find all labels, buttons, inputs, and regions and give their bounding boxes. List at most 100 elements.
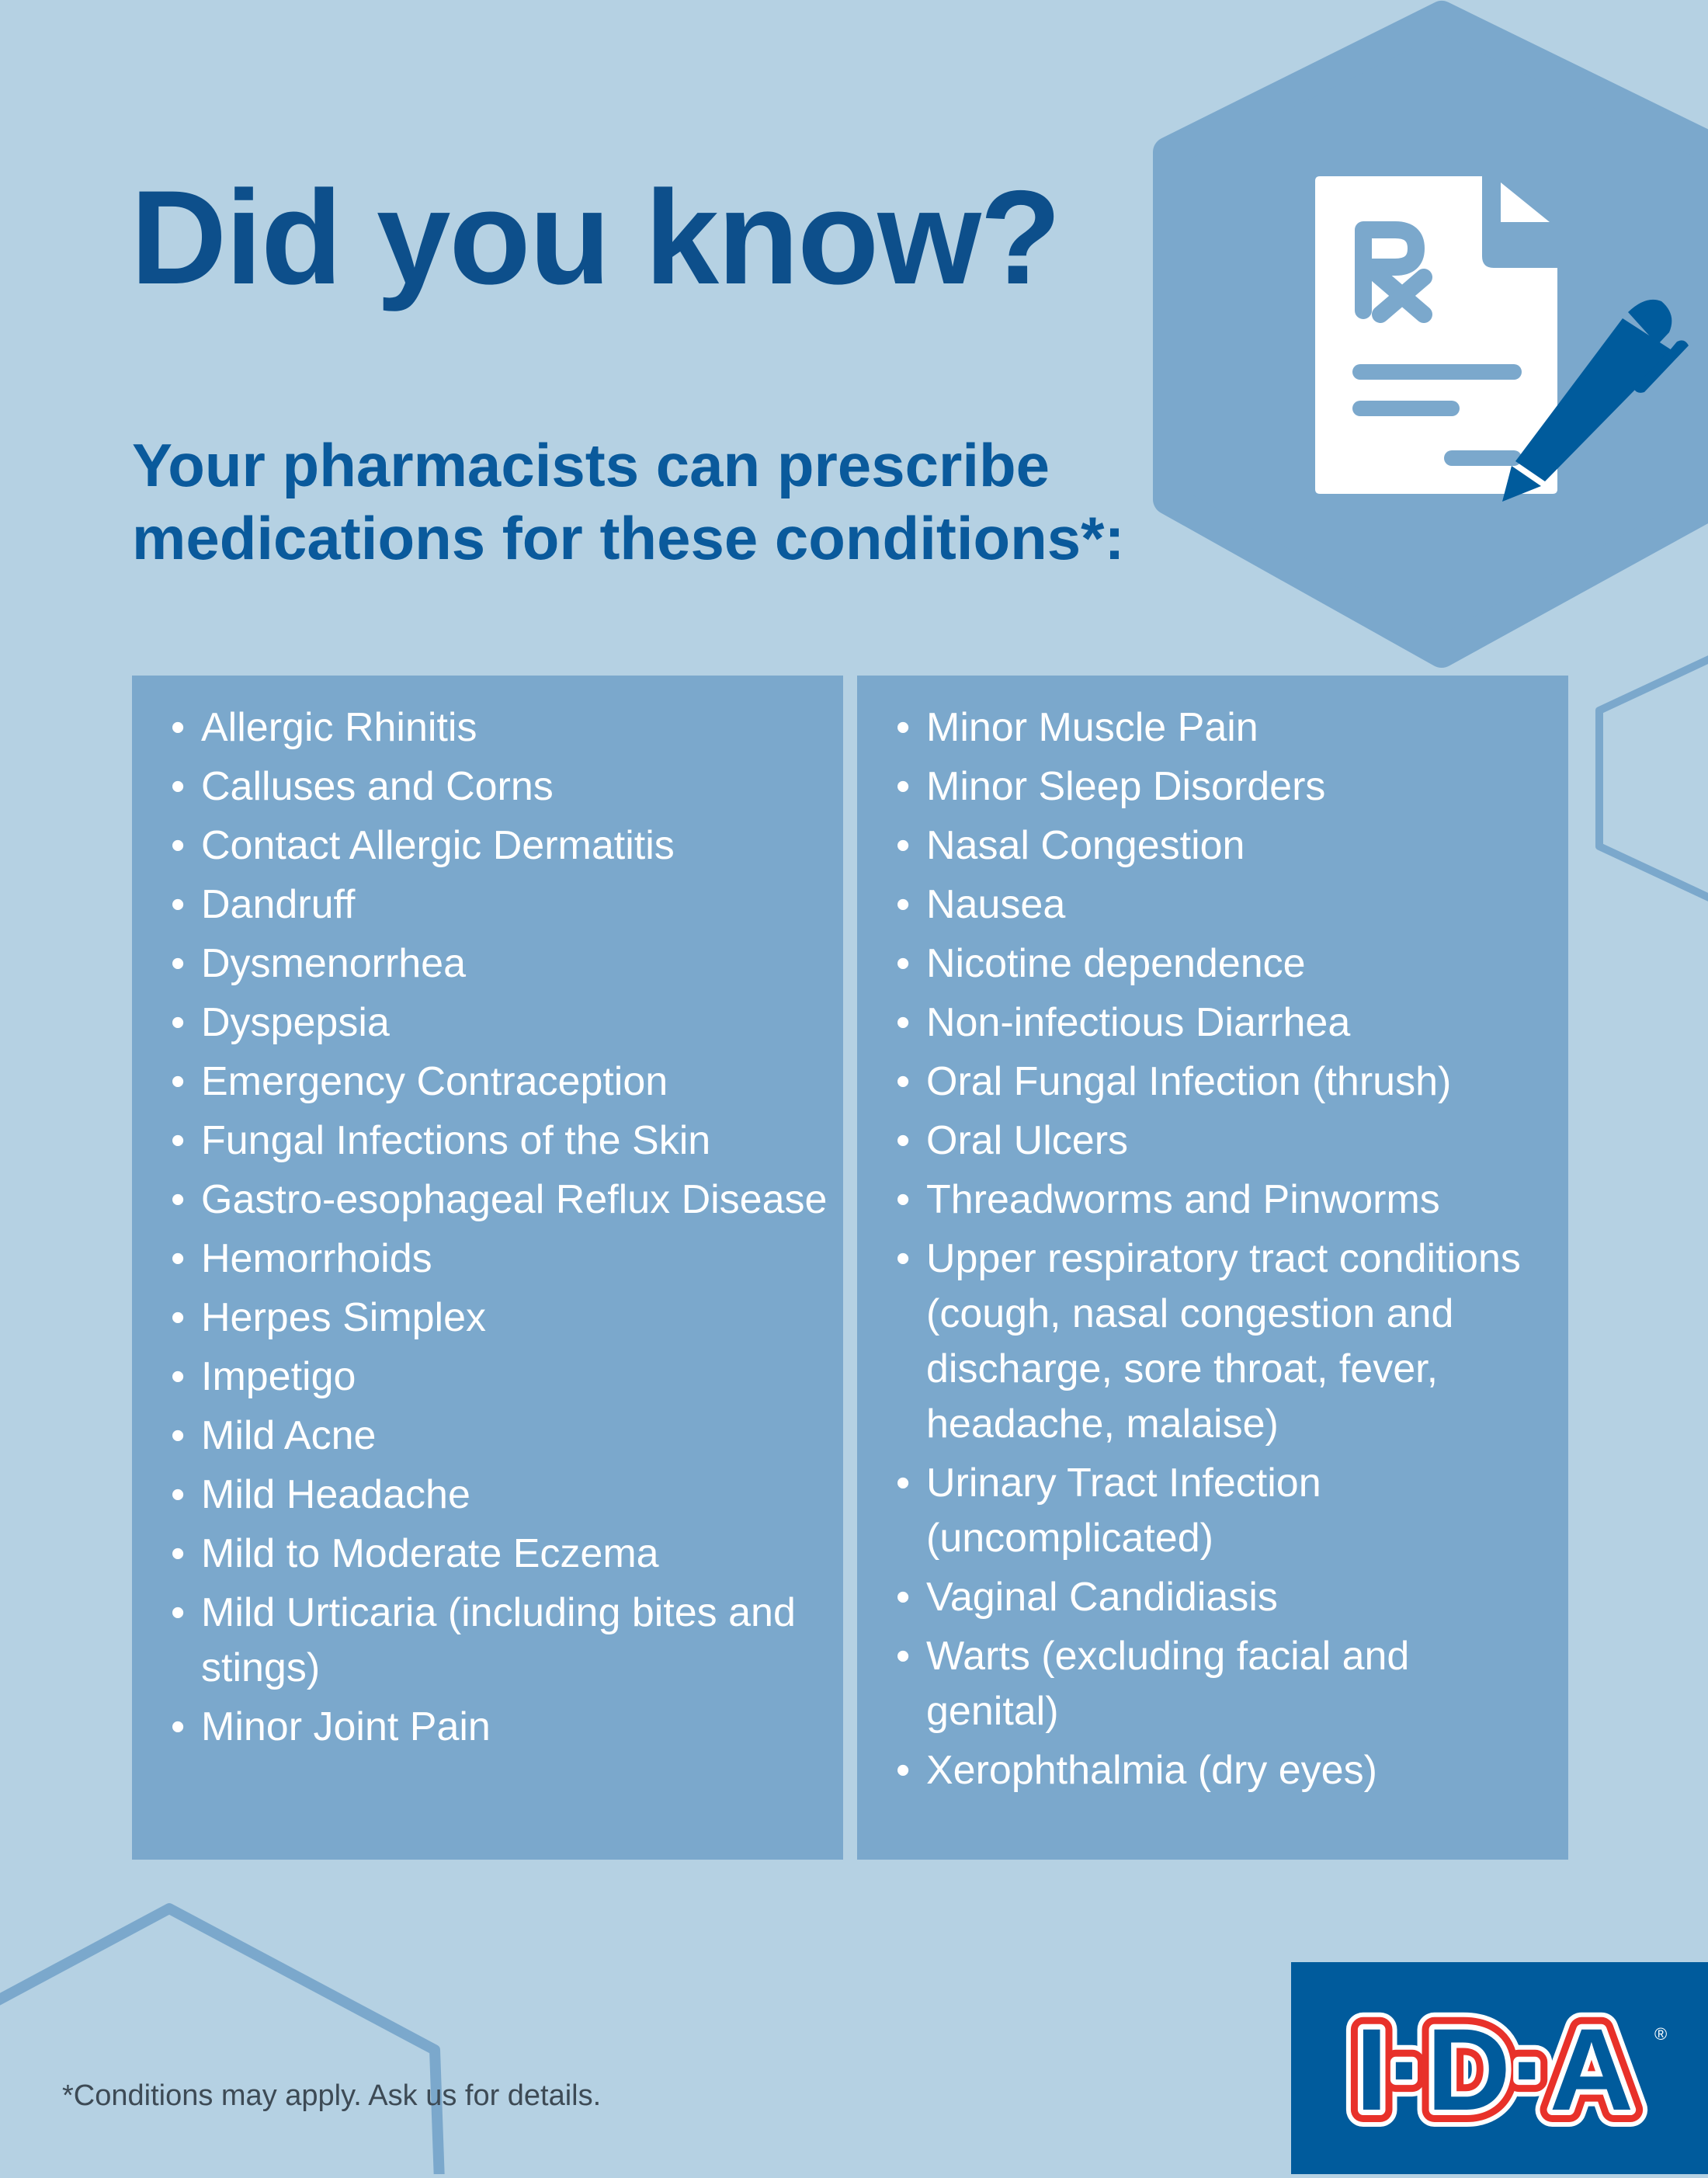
pen-icon: [1502, 299, 1689, 502]
condition-label: Nasal Congestion: [926, 823, 1245, 868]
bullet-icon: •: [171, 1413, 186, 1458]
condition-item: • Oral Ulcers: [857, 1113, 1568, 1169]
ida-logo-block: I·D·A I·D·A I·D·A I·D·A ®: [1291, 1962, 1708, 2174]
condition-item: • Minor Sleep Disorders: [857, 759, 1568, 815]
bullet-icon: •: [896, 1236, 911, 1281]
logo-outline-red: I·D·A: [1356, 2004, 1633, 2135]
bullet-icon: •: [896, 882, 911, 927]
condition-item: • Emergency Contraception: [132, 1054, 843, 1110]
condition-item: • Mild Urticaria (including bites and sti…: [132, 1586, 843, 1696]
bullet-icon: •: [896, 1000, 911, 1045]
conditions-list-right: • Minor Muscle Pain • Minor Sleep Disorders…: [857, 676, 1568, 1860]
condition-item: • Minor Muscle Pain: [857, 700, 1568, 756]
bullet-icon: •: [171, 1059, 186, 1104]
condition-item: • Oral Fungal Infection (thrush): [857, 1054, 1568, 1110]
bullet-icon: •: [171, 705, 186, 750]
condition-item: • Mild Acne: [132, 1409, 843, 1464]
condition-label: Urinary Tract Infection (uncomplicated): [926, 1461, 1321, 1561]
bullet-icon: •: [171, 1177, 186, 1222]
condition-item: • Calluses and Corns: [132, 759, 843, 815]
rx-symbol-icon: [1355, 221, 1432, 323]
bullet-icon: •: [896, 823, 911, 868]
bullet-icon: •: [896, 1059, 911, 1104]
condition-label: Minor Muscle Pain: [926, 705, 1258, 750]
logo-inner-white: I·D·A: [1356, 2004, 1633, 2135]
bullet-icon: •: [171, 1295, 186, 1340]
bullet-icon: •: [896, 941, 911, 986]
ida-logo: I·D·A I·D·A I·D·A I·D·A ®: [1338, 1987, 1667, 2152]
condition-item: • Xerophthalmia (dry eyes): [857, 1743, 1568, 1798]
condition-item: • Dandruff: [132, 877, 843, 933]
condition-label: Hemorrhoids: [201, 1236, 432, 1281]
bullet-icon: •: [171, 1236, 186, 1281]
condition-item: • Upper respiratory tract conditions (cou…: [857, 1231, 1568, 1452]
page-subtitle: Your pharmacists can prescribe medicatio…: [132, 429, 1219, 575]
condition-label: Mild Headache: [201, 1472, 470, 1517]
condition-label: Impetigo: [201, 1354, 356, 1399]
condition-label: Threadworms and Pinworms: [926, 1177, 1440, 1222]
bullet-icon: •: [171, 1354, 186, 1399]
bullet-icon: •: [171, 1531, 186, 1576]
condition-item: • Mild Headache: [132, 1468, 843, 1523]
bullet-icon: •: [896, 1177, 911, 1222]
condition-item: • Warts (excluding facial and genital): [857, 1629, 1568, 1739]
condition-label: Vaginal Candidiasis: [926, 1575, 1278, 1620]
condition-label: Mild Acne: [201, 1413, 377, 1458]
condition-label: Non-infectious Diarrhea: [926, 1000, 1351, 1045]
subtitle-line-1: Your pharmacists can prescribe: [132, 431, 1050, 499]
bullet-icon: •: [171, 1704, 186, 1749]
condition-item: • Contact Allergic Dermatitis: [132, 818, 843, 874]
bullet-icon: •: [171, 764, 186, 809]
condition-item: • Urinary Tract Infection (uncomplicated): [857, 1456, 1568, 1566]
condition-item: • Nicotine dependence: [857, 936, 1568, 992]
bullet-icon: •: [896, 1634, 911, 1679]
condition-item: • Dysmenorrhea: [132, 936, 843, 992]
condition-label: Xerophthalmia (dry eyes): [926, 1748, 1377, 1793]
condition-label: Calluses and Corns: [201, 764, 554, 809]
condition-label: Dandruff: [201, 882, 356, 927]
page-title: Did you know?: [130, 163, 1061, 312]
bullet-icon: •: [171, 823, 186, 868]
prescription-document-with-pen-icon: [1315, 176, 1689, 502]
bottom-hexagon-outline: [0, 1903, 445, 2174]
bullet-icon: •: [896, 764, 911, 809]
right-hexagon-outline: [1595, 655, 1708, 901]
conditions-list-left: • Allergic Rhinitis • Calluses and Corns • Co…: [132, 676, 843, 1860]
condition-label: Herpes Simplex: [201, 1295, 487, 1340]
condition-label: Mild to Moderate Eczema: [201, 1531, 659, 1576]
bullet-icon: •: [171, 1590, 186, 1635]
condition-label: Dyspepsia: [201, 1000, 390, 1045]
condition-item: • Vaginal Candidiasis: [857, 1570, 1568, 1625]
condition-label: Gastro-esophageal Reflux Disease: [201, 1177, 828, 1222]
condition-label: Upper respiratory tract conditions (coug…: [926, 1236, 1521, 1447]
condition-label: Warts (excluding facial and genital): [926, 1634, 1410, 1734]
bullet-icon: •: [171, 1118, 186, 1163]
condition-label: Minor Sleep Disorders: [926, 764, 1326, 809]
condition-item: • Minor Joint Pain: [132, 1700, 843, 1755]
bullet-icon: •: [171, 1472, 186, 1517]
condition-label: Allergic Rhinitis: [201, 705, 477, 750]
bullet-icon: •: [896, 1575, 911, 1620]
condition-item: • Threadworms and Pinworms: [857, 1172, 1568, 1228]
condition-label: Nicotine dependence: [926, 941, 1306, 986]
condition-item: • Fungal Infections of the Skin: [132, 1113, 843, 1169]
condition-label: Dysmenorrhea: [201, 941, 467, 986]
condition-item: • Allergic Rhinitis: [132, 700, 843, 756]
subtitle-line-2: medications for these conditions*:: [132, 504, 1125, 572]
condition-label: Nausea: [926, 882, 1066, 927]
condition-item: • Gastro-esophageal Reflux Disease: [132, 1172, 843, 1228]
condition-label: Contact Allergic Dermatitis: [201, 823, 675, 868]
bullet-icon: •: [171, 1000, 186, 1045]
logo-outline-white: I·D·A: [1356, 2004, 1633, 2135]
condition-item: • Impetigo: [132, 1350, 843, 1405]
condition-label: Mild Urticaria (including bites and stin…: [201, 1590, 796, 1690]
condition-item: • Hemorrhoids: [132, 1231, 843, 1287]
footnote: *Conditions may apply. Ask us for detail…: [62, 2079, 602, 2112]
condition-label: Emergency Contraception: [201, 1059, 668, 1104]
bullet-icon: •: [171, 882, 186, 927]
bullet-icon: •: [896, 1118, 911, 1163]
bullet-icon: •: [896, 1748, 911, 1793]
condition-item: • Non-infectious Diarrhea: [857, 995, 1568, 1051]
logo-text: I·D·A: [1356, 2004, 1633, 2135]
